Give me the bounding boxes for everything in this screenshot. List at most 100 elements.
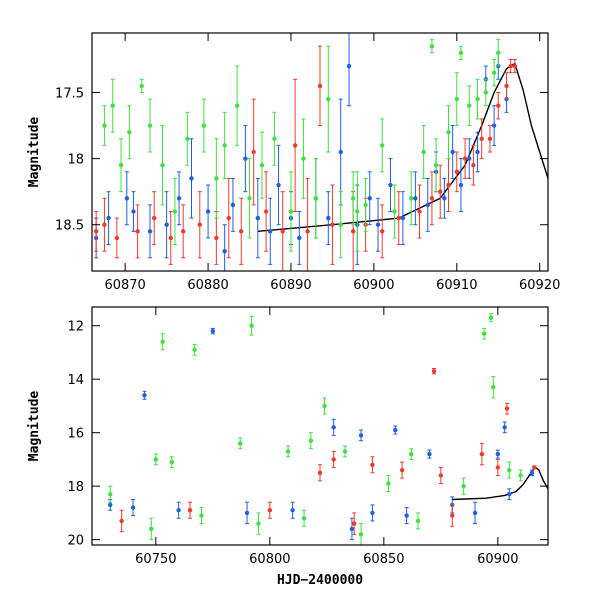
- top-blue-point: [475, 149, 480, 155]
- bottom-green-point: [358, 532, 364, 537]
- top-blue-point: [189, 176, 194, 181]
- bottom-blue-point: [502, 425, 507, 430]
- top-panel-ticks: 60870 60880 60890 60900 60910 60920 17.5 18 18.5: [55, 33, 560, 293]
- bottom-red-point: [317, 470, 323, 475]
- top-red-point: [197, 222, 202, 227]
- top-green-point: [102, 123, 107, 128]
- top-blue-point: [346, 63, 352, 69]
- top-blue-point: [164, 222, 169, 227]
- bottom-blue-point: [210, 328, 216, 334]
- bottom-red-point: [450, 513, 455, 518]
- top-green-point: [201, 123, 207, 128]
- bottom-red-point: [438, 473, 444, 478]
- bottom-model-curve: [452, 466, 548, 501]
- top-blue-point: [425, 202, 430, 208]
- top-blue-point: [326, 215, 331, 221]
- top-blue-point: [442, 196, 447, 201]
- top-blue-point: [458, 182, 464, 188]
- top-red-point: [438, 189, 443, 194]
- bottom-green-point: [415, 518, 421, 524]
- top-red-point: [168, 235, 173, 241]
- bottom-green-point: [192, 347, 197, 352]
- top-red-point: [214, 235, 219, 241]
- bottom-blue-point: [244, 510, 250, 516]
- bottom-red-point: [331, 457, 336, 462]
- top-blue-point: [450, 149, 455, 155]
- top-green-point: [222, 143, 227, 148]
- top-xtick-label: 60900: [353, 278, 394, 293]
- top-red-point: [508, 63, 513, 69]
- bottom-green-point: [199, 513, 204, 518]
- top-green-point: [392, 209, 397, 214]
- top-green-point: [496, 50, 501, 56]
- top-xtick-label: 60890: [270, 278, 311, 293]
- top-green-point: [483, 90, 489, 95]
- top-ytick-label: 18: [67, 153, 84, 168]
- top-red-point: [226, 215, 231, 221]
- top-green-point: [272, 136, 277, 141]
- top-blue-point: [367, 196, 372, 201]
- top-panel-plot-area: [93, 33, 548, 271]
- top-green-point: [247, 196, 252, 201]
- top-green-point: [409, 196, 414, 201]
- bottom-red-point: [119, 518, 124, 524]
- top-ytick-label: 17.5: [55, 87, 84, 102]
- bottom-green-point: [488, 315, 494, 320]
- top-green-point: [301, 156, 306, 161]
- bottom-green-point: [256, 521, 261, 526]
- bottom-green-point: [461, 483, 466, 489]
- bottom-panel-frame: [91, 306, 549, 546]
- top-red-point: [239, 229, 244, 234]
- top-green-point: [313, 196, 319, 201]
- bottom-blue-point: [427, 451, 432, 457]
- bottom-red-point: [431, 368, 437, 374]
- top-red-point: [330, 222, 335, 227]
- top-green-point: [491, 70, 497, 75]
- top-green-point: [147, 123, 153, 128]
- bottom-xtick-label: 60800: [249, 552, 290, 567]
- top-red-point: [496, 103, 501, 108]
- top-blue-point: [375, 222, 381, 227]
- bottom-blue-point: [290, 508, 295, 513]
- top-green-point: [458, 50, 464, 56]
- bottom-blue-point: [393, 427, 398, 433]
- bottom-red-point: [267, 508, 273, 513]
- top-panel: 60870 60880 60890 60900 60910 60920 17.5 18 18.5…: [27, 32, 560, 293]
- top-green-point: [110, 103, 115, 108]
- bottom-red-point: [187, 508, 193, 513]
- bottom-green-point: [481, 331, 487, 336]
- top-blue-point: [413, 196, 418, 201]
- top-green-point: [379, 143, 385, 148]
- top-red-point: [280, 229, 285, 234]
- bottom-green-point: [153, 457, 159, 462]
- top-green-point: [446, 129, 451, 135]
- top-red-point: [479, 136, 484, 141]
- top-green-point: [172, 209, 178, 214]
- bottom-blue-point: [331, 425, 336, 430]
- top-blue-point: [491, 123, 497, 128]
- bottom-green-point: [491, 385, 496, 390]
- top-red-point: [462, 156, 468, 161]
- top-blue-point: [147, 229, 153, 234]
- top-xtick-label: 60870: [104, 278, 145, 293]
- top-red-point: [379, 229, 385, 234]
- top-ytick-label: 18.5: [55, 219, 84, 234]
- bottom-red-point: [399, 467, 405, 473]
- bottom-ytick-label: 14: [67, 373, 84, 388]
- top-blue-point: [243, 156, 248, 161]
- top-red-point: [251, 149, 256, 155]
- top-panel-ylabel: Magnitude: [27, 117, 42, 188]
- bottom-green-point: [169, 459, 174, 465]
- bottom-green-point: [308, 438, 314, 443]
- top-green-point: [355, 209, 360, 214]
- top-red-point: [151, 215, 157, 221]
- bottom-green-point: [149, 526, 154, 532]
- top-green-point: [118, 163, 124, 168]
- bottom-green-point: [322, 403, 327, 409]
- top-red-point: [317, 83, 323, 89]
- top-red-point: [396, 215, 401, 221]
- top-red-point: [417, 209, 422, 214]
- top-green-point: [234, 103, 240, 108]
